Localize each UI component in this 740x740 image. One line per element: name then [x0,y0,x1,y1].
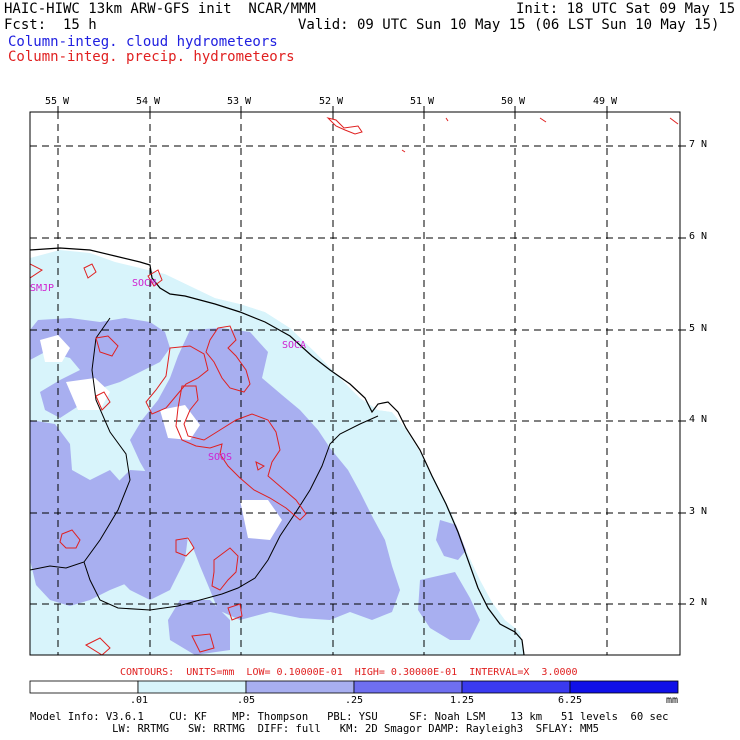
precip-contours [30,117,679,655]
lon-label-52w: 52 W [319,96,344,107]
lon-label-55w: 55 W [45,96,70,107]
field-precip-label: Column-integ. precip. hydrometeors [8,49,295,65]
tick-marks [57,106,686,605]
lon-label-50w: 50 W [501,96,526,107]
init-time: Init: 18 UTC Sat 09 May 15 [516,1,736,17]
station-soos: SOOS [208,452,233,463]
colorbar-tick-2: .25 [345,695,364,706]
station-socm: SOCM [132,278,157,289]
station-soca: SOCA [282,340,307,351]
forecast-hour: Fcst: 15 h [4,17,97,33]
lat-label-4n: 4 N [689,414,708,425]
colorbar-tick-1: .05 [237,695,256,706]
station-smjp: SMJP [30,283,55,294]
contours-info: CONTOURS: UNITS=mm LOW= 0.10000E-01 HIGH… [120,667,578,678]
lat-label-6n: 6 N [689,231,708,242]
lon-label-54w: 54 W [136,96,161,107]
lat-label-2n: 2 N [689,597,708,608]
map-frame [29,111,681,656]
lon-label-49w: 49 W [593,96,618,107]
lon-label-53w: 53 W [227,96,252,107]
model-info-line2: LW: RRTMG SW: RRTMG DIFF: full KM: 2D Sm… [30,723,599,735]
lat-lon-grid [30,112,680,655]
colorbar-tick-4: 6.25 [558,695,583,706]
lat-label-7n: 7 N [689,139,708,150]
lat-label-5n: 5 N [689,323,708,334]
country-border [30,317,379,611]
colorbar [29,680,679,694]
lat-label-3n: 3 N [689,506,708,517]
cloud-mid-region [30,318,480,655]
valid-time: Valid: 09 UTC Sun 10 May 15 (06 LST Sun … [298,17,720,33]
lon-label-51w: 51 W [410,96,435,107]
colorbar-unit: mm [666,695,679,706]
colorbar-tick-3: 1.25 [450,695,475,706]
field-cloud-label: Column-integ. cloud hydrometeors [8,34,278,50]
cloud-gap [40,335,282,540]
plot-title: HAIC-HIWC 13km ARW-GFS init NCAR/MMM [4,1,316,17]
model-info-line1: Model Info: V3.6.1 CU: KF MP: Thompson P… [30,711,669,723]
colorbar-tick-0: .01 [130,695,149,706]
